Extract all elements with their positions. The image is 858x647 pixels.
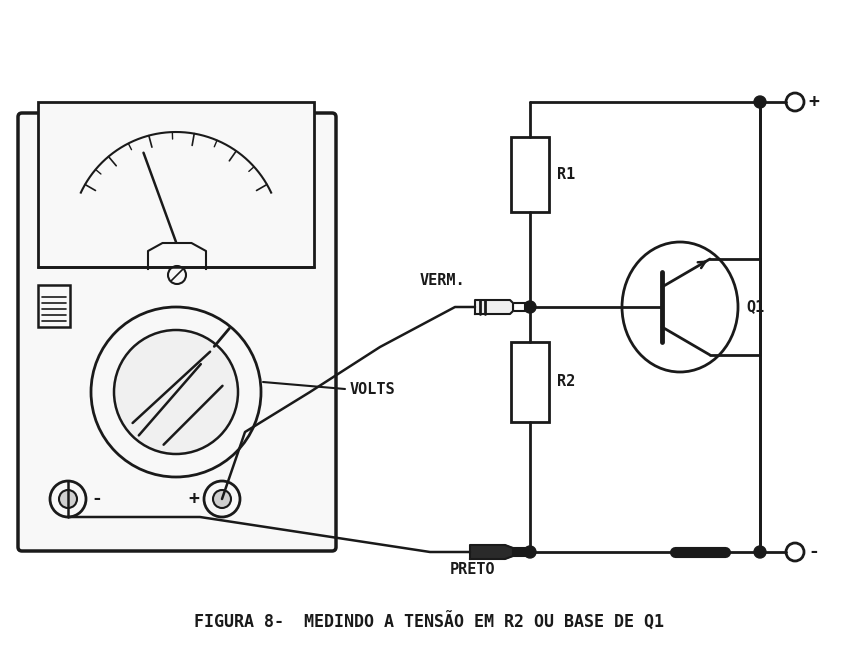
Circle shape (204, 481, 240, 517)
Circle shape (114, 330, 238, 454)
Circle shape (754, 96, 766, 108)
Circle shape (91, 307, 261, 477)
Text: -: - (808, 543, 819, 561)
Circle shape (786, 93, 804, 111)
Circle shape (50, 481, 86, 517)
Circle shape (786, 543, 804, 561)
Bar (38, 102, 314, 267)
Text: PRETO: PRETO (450, 562, 496, 577)
Circle shape (213, 490, 231, 508)
Circle shape (59, 490, 77, 508)
Text: +: + (188, 490, 199, 508)
Bar (513, 548, 525, 556)
Text: +: + (808, 93, 819, 111)
Bar (513, 303, 525, 311)
Text: R1: R1 (557, 167, 575, 182)
Polygon shape (475, 300, 513, 314)
Text: VERM.: VERM. (420, 273, 466, 288)
Bar (511, 137, 549, 212)
Text: R2: R2 (557, 375, 575, 389)
Circle shape (754, 546, 766, 558)
Text: VOLTS: VOLTS (350, 382, 396, 397)
Circle shape (524, 546, 536, 558)
Bar (511, 342, 549, 422)
Bar (38, 285, 70, 327)
FancyBboxPatch shape (18, 113, 336, 551)
Text: FIGURA 8-  MEDINDO A TENSÃO EM R2 OU BASE DE Q1: FIGURA 8- MEDINDO A TENSÃO EM R2 OU BASE… (194, 613, 664, 631)
Text: Q1: Q1 (746, 300, 764, 314)
Ellipse shape (622, 242, 738, 372)
Text: -: - (91, 490, 102, 508)
Circle shape (524, 301, 536, 313)
Circle shape (168, 266, 186, 284)
Polygon shape (470, 545, 513, 559)
